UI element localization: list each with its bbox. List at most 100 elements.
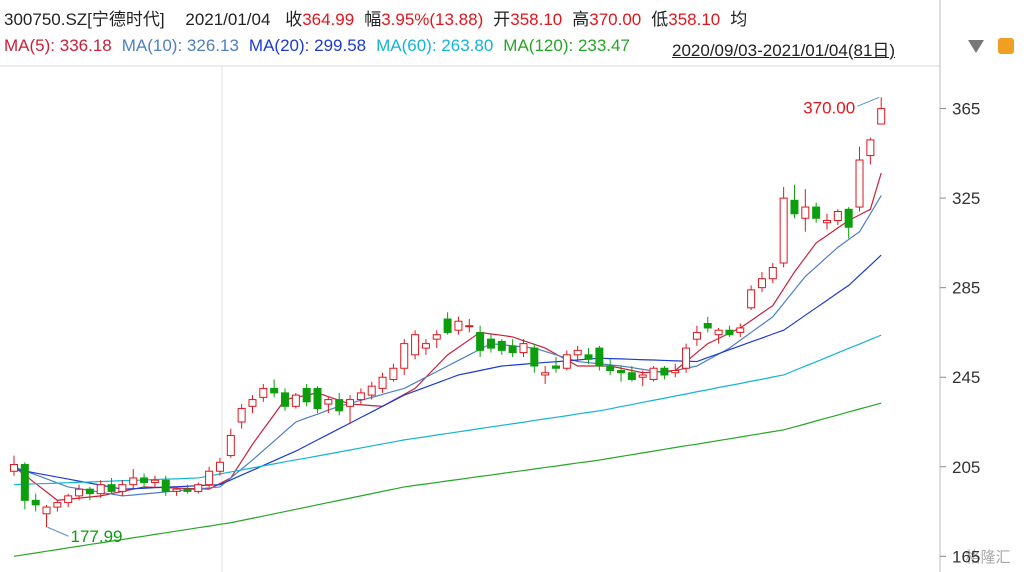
candle-body [530,347,539,367]
candle-body [324,399,333,405]
legend-value: 336.18 [59,36,112,55]
legend-value: 263.80 [441,36,494,55]
legend-entry: MA(60): 263.80 [376,36,493,55]
quote-value: 358.10 [668,10,721,29]
y-tick-label: 285 [952,279,980,298]
quote-label: 开 [493,10,511,29]
candle-body [768,267,777,280]
candle-body [833,211,842,221]
stock-code: 300750.SZ[宁德时代] [4,10,165,29]
candle-body [725,329,734,336]
ma-line [13,195,882,497]
legend-name: MA(60) [376,36,432,55]
quote-header: 300750.SZ[宁德时代] 2021/01/04 收364.99 幅3.95%… [4,5,747,30]
candle-body [226,434,235,457]
candle-body [801,206,810,219]
candle-body [335,399,344,412]
ma-line [13,334,882,486]
quote-label: 收 [285,10,303,29]
candle-body [617,369,626,374]
y-tick-label: 245 [952,368,980,387]
candle-body [562,354,571,369]
quote-label: 幅 [364,10,382,29]
date-range[interactable]: 2020/09/03-2021/01/04(81日) [672,36,896,61]
candle-body [703,322,712,329]
candle-body [411,334,420,356]
legend-value: 233.47 [577,36,630,55]
candle-body [378,376,387,389]
y-tick-label: 165 [952,547,980,566]
candle-body [790,199,799,215]
candle-body [346,399,355,407]
candle-body [64,495,73,504]
candle-body [389,367,398,380]
candle-body [150,479,159,483]
candle-body [96,484,105,495]
candle-body [692,331,701,340]
legend-sep: : [304,36,315,55]
min-label: 177.99 [71,527,123,546]
legend-entry: MA(5): 336.18 [4,36,112,55]
legend-name: MA(20) [248,36,305,55]
candle-body [508,345,517,354]
candle-body [291,394,300,407]
ma-line [13,254,882,490]
legend-name: MA(10) [121,36,178,55]
candle-body [129,477,138,486]
candle-body [215,461,224,472]
candle-body [270,387,279,394]
candle-body [855,159,864,208]
candle-body [638,374,647,378]
candle-body [140,477,149,483]
quote-value: 358.10 [510,10,563,29]
candle-body [107,484,116,492]
legend-sep: : [431,36,442,55]
candle-body [248,399,257,407]
candle-body [31,499,40,506]
legend-name: MA(5) [4,36,51,55]
y-tick-label: 365 [952,100,980,119]
y-tick-label: 325 [952,189,980,208]
legend-name: MA(120) [503,36,569,55]
watermark: 格隆汇 [965,549,1010,566]
candle-body [53,502,62,508]
candle-body [10,464,18,472]
candle-body [812,206,821,219]
candle-body [118,484,127,492]
candle-body [20,464,29,501]
candle-body [259,387,268,398]
candle-body [595,347,604,367]
settings-icon[interactable] [998,38,1014,54]
candle-body [627,372,636,380]
candle-body [877,108,886,125]
candle-body [42,506,51,515]
max-label: 370.00 [803,98,855,117]
ma-line [13,402,882,557]
candle-body [844,208,853,228]
candle-body [75,488,84,497]
candle-body [541,372,550,376]
candle-body [400,343,409,369]
quote-value: 364.99 [302,10,355,29]
quote-value: 370.00 [589,10,642,29]
legend-entry: MA(120): 233.47 [503,36,630,55]
candle-body [432,334,441,340]
quote-fields: 收364.99 幅3.95%(13.88) 开358.10 高370.00 低358.1… [285,10,747,29]
candle-body [584,354,593,360]
ma-legend: MA(5): 336.18 MA(10): 326.13 MA(20): 299.5… [4,36,640,56]
candle-body [823,219,831,224]
candle-body [172,488,181,492]
candle-body [367,385,376,396]
candle-body [476,331,485,351]
quote-label: 低 [651,10,669,29]
candle-body [779,197,788,264]
legend-sep: : [177,36,187,55]
quote-value: 3.95%(13.88) [381,10,484,29]
candle-body [161,479,170,492]
dropdown-arrow[interactable] [968,40,984,53]
legend-value: 326.13 [186,36,239,55]
candle-body [497,340,506,351]
candle-body [714,329,723,336]
